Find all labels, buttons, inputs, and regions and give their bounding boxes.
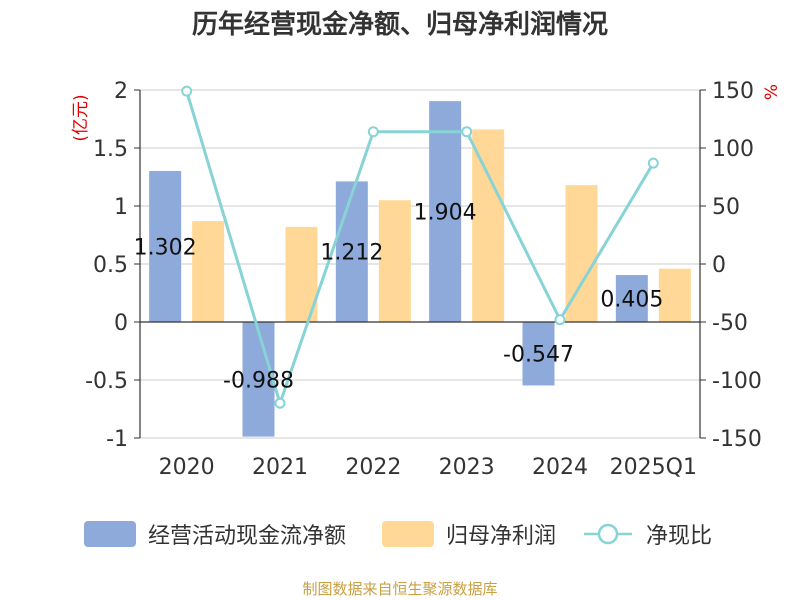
x-tick-label: 2021 [252, 455, 308, 480]
bar-data-label: 1.904 [414, 201, 477, 226]
legend-item-cash-ratio[interactable]: 净现比 [582, 516, 712, 552]
y-left-tick-label: -0.5 [85, 369, 128, 394]
y-right-tick-label: 100 [712, 137, 754, 162]
line-point [367, 126, 379, 138]
x-tick-label: 2024 [532, 455, 588, 480]
y-right-tick-label: 0 [712, 253, 726, 278]
tick-labels: 2 1.5 1 0.5 0 -0.5 -1 150 100 50 0 -50 -100 -150 2020 2… [71, 79, 782, 480]
bar-data-label: 0.405 [600, 288, 663, 313]
bar-series [149, 101, 691, 437]
line-series [181, 85, 659, 409]
legend-item-net-profit[interactable]: 归母净利润 [382, 516, 556, 552]
source-footer: 制图数据来自恒生聚源数据库 [302, 580, 498, 598]
legend: 经营活动现金流净额 归母净利润 净现比 [0, 516, 800, 552]
y-right-tick-label: -100 [712, 369, 762, 394]
legend-label-cashflow: 经营活动现金流净额 [148, 524, 347, 549]
bar-data-label: -0.988 [223, 368, 294, 393]
bar-data-label: 1.302 [134, 235, 197, 260]
chart-title: 历年经营现金净额、归母净利润情况 [191, 10, 608, 40]
legend-label-cash-ratio: 净现比 [646, 524, 713, 549]
bar-data-label: 1.212 [320, 241, 383, 266]
line-point [647, 157, 659, 169]
line-point [274, 397, 286, 409]
bar-cashflow [335, 181, 368, 322]
axes [134, 89, 706, 439]
bar-cashflow [242, 322, 275, 437]
y-left-axis-label: (亿元) [71, 94, 91, 141]
bar-cashflow [429, 101, 462, 322]
line-cash-ratio [185, 90, 655, 409]
grid-lines [140, 89, 700, 439]
line-point [181, 85, 193, 97]
x-tick-label: 2023 [439, 455, 495, 480]
y-left-tick-label: 0.5 [93, 253, 128, 278]
legend-label-net-profit: 归母净利润 [446, 524, 557, 549]
y-left-tick-label: 1 [114, 195, 128, 220]
x-tick-label: 2020 [159, 455, 215, 480]
x-tick-label: 2022 [345, 455, 401, 480]
y-right-axis-label: % [762, 84, 782, 100]
legend-swatch-net-profit [382, 521, 434, 547]
legend-swatch-cashflow [84, 521, 136, 547]
y-right-tick-label: -50 [712, 311, 748, 336]
legend-item-cashflow[interactable]: 经营活动现金流净额 [84, 516, 346, 552]
y-right-tick-label: 50 [712, 195, 740, 220]
y-left-tick-label: 0 [114, 311, 128, 336]
data-labels: 1.302 -0.988 1.212 1.904 -0.547 0.405 [134, 201, 664, 394]
bar-cashflow [149, 170, 182, 322]
y-left-tick-label: 1.5 [93, 137, 128, 162]
line-point [461, 126, 473, 138]
y-left-tick-label: 2 [114, 79, 128, 104]
bar-cashflow [522, 322, 555, 386]
bar-data-label: -0.547 [503, 343, 574, 368]
bar-net-profit [378, 200, 411, 322]
y-right-tick-label: 150 [712, 79, 754, 104]
bar-cashflow [615, 275, 648, 322]
line-point [554, 314, 566, 326]
bar-net-profit [192, 221, 225, 322]
legend-swatch-cash-ratio [584, 523, 632, 545]
bar-net-profit [658, 268, 691, 322]
y-left-tick-label: -1 [106, 427, 128, 452]
x-tick-label: 2025Q1 [610, 455, 697, 480]
y-right-tick-label: -150 [712, 427, 762, 452]
bar-net-profit [472, 129, 505, 322]
